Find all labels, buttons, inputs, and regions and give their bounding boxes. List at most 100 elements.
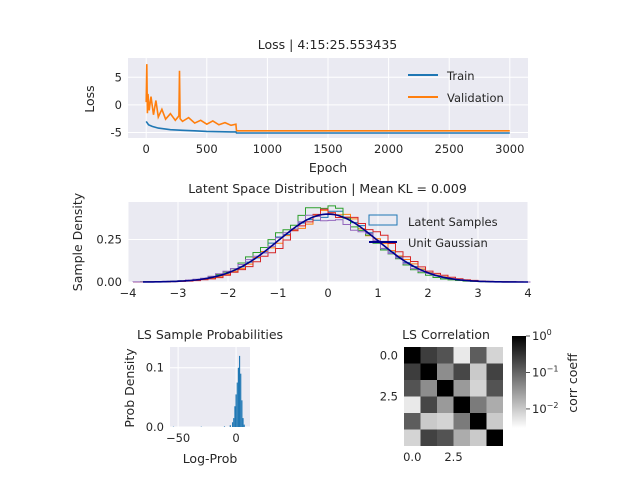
colorbar-label: corr coeff [565, 353, 580, 413]
colorbar [512, 336, 526, 428]
latent-x-tick-label: −3 [170, 286, 187, 300]
correlation-cell [404, 396, 421, 413]
sample-prob-bar [241, 400, 243, 427]
correlation-cell [486, 396, 503, 413]
correlation-cell [404, 413, 421, 430]
latent-x-tick-label: 2 [424, 286, 431, 300]
latent-x-tick-label: 4 [524, 286, 531, 300]
correlation-cell [486, 413, 503, 430]
sample-prob-y-tick-label: 0.0 [146, 420, 164, 434]
loss-y-tick-label: 0 [115, 98, 122, 112]
correlation-cell [453, 413, 470, 430]
sample-prob-bars [172, 355, 245, 427]
latent-y-tick-label: 0.25 [96, 232, 122, 246]
correlation-cell [470, 429, 487, 446]
legend-label-unit-gaussian: Unit Gaussian [408, 236, 488, 250]
correlation-x-tick-label: 2.5 [444, 450, 462, 464]
colorbar-tick-label: 100 [532, 328, 552, 343]
latent-x-ticks: −4 −3 −2 −1 0 1 2 3 4 [120, 286, 532, 300]
correlation-cell [437, 413, 454, 430]
loss-x-tick-label: 500 [196, 142, 218, 156]
correlation-cell [420, 363, 437, 380]
correlation-cell [404, 347, 421, 364]
loss-x-tick-label: 0 [143, 142, 150, 156]
correlation-cell [437, 396, 454, 413]
correlation-cell [453, 429, 470, 446]
sample-prob-bar [229, 425, 231, 427]
sample-prob-bar [242, 418, 244, 427]
sample-prob-bar [237, 367, 239, 427]
correlation-cell [404, 429, 421, 446]
latent-chart-title: Latent Space Distribution | Mean KL = 0.… [188, 181, 467, 196]
correlation-y-tick-label: 2.5 [380, 390, 398, 404]
sample-prob-x-label: Log-Prob [183, 451, 238, 466]
latent-x-tick-label: −1 [270, 286, 287, 300]
correlation-cell [437, 347, 454, 364]
sample-probabilities-chart: LS Sample Probabilities −50 0 0.0 0.1 Log-… [122, 327, 283, 466]
loss-x-tick-label: 2500 [435, 142, 464, 156]
loss-y-tick-label: -5 [111, 125, 122, 139]
loss-line-validation [145, 64, 510, 132]
sample-prob-bar [234, 406, 236, 427]
colorbar-tick-label: 10−2 [532, 401, 558, 416]
loss-gridlines [128, 58, 528, 138]
sample-prob-title: LS Sample Probabilities [137, 327, 283, 342]
loss-y-ticks: -5 0 5 [111, 70, 122, 139]
sample-prob-bar [223, 426, 226, 427]
legend-label-train: Train [446, 69, 475, 83]
correlation-cell [453, 363, 470, 380]
loss-x-tick-label: 1500 [313, 142, 342, 156]
loss-x-label: Epoch [309, 160, 347, 175]
sample-prob-x-tick-label: −50 [166, 431, 190, 445]
correlation-cell [420, 380, 437, 397]
sample-prob-bar [232, 422, 234, 427]
latent-x-tick-label: −4 [120, 286, 137, 300]
correlation-cell [486, 363, 503, 380]
latent-x-tick-label: −2 [220, 286, 237, 300]
latent-y-ticks: 0.00 0.25 [96, 232, 122, 289]
correlation-cell [420, 396, 437, 413]
unit-gaussian-curve [143, 213, 528, 283]
correlation-cell [437, 380, 454, 397]
correlation-cell [453, 347, 470, 364]
sample-prob-x-ticks: −50 0 [166, 431, 240, 445]
sample-prob-bar [238, 355, 241, 427]
correlation-cell [470, 347, 487, 364]
legend-label-validation: Validation [447, 91, 504, 105]
colorbar-tick-label: 10−1 [532, 364, 558, 379]
correlation-cell [420, 413, 437, 430]
correlation-cell [437, 429, 454, 446]
correlation-cell [420, 429, 437, 446]
loss-series [145, 64, 510, 134]
correlation-x-tick-label: 0.0 [403, 450, 421, 464]
correlation-y-tick-label: 0.0 [380, 348, 398, 362]
correlation-title: LS Correlation [402, 327, 490, 342]
sample-prob-bar [243, 424, 245, 427]
sample-prob-bar [236, 382, 238, 427]
latent-x-tick-label: 1 [374, 286, 381, 300]
correlation-y-ticks: 0.0 2.5 [380, 348, 398, 403]
loss-y-tick-label: 5 [115, 70, 122, 84]
sample-prob-bar [240, 373, 242, 427]
loss-x-tick-label: 1000 [253, 142, 282, 156]
correlation-cell [470, 363, 487, 380]
correlation-cell [404, 363, 421, 380]
legend-label-latent-samples: Latent Samples [408, 215, 498, 229]
correlation-cell [437, 363, 454, 380]
correlation-cell [486, 347, 503, 364]
sample-prob-y-label: Prob Density [122, 348, 137, 428]
loss-x-ticks: 0 500 1000 1500 2000 2500 3000 [143, 142, 525, 156]
legend-patch-latent-samples [368, 214, 398, 226]
loss-line-train [145, 120, 510, 134]
loss-legend: Train Validation [408, 69, 504, 105]
correlation-heatmap: LS Correlation 0.0 2.5 0.0 2.5 100 10−1 10−2… [380, 327, 580, 464]
correlation-cell [470, 380, 487, 397]
sample-prob-bar [235, 394, 237, 427]
latent-x-tick-label: 3 [474, 286, 481, 300]
loss-x-tick-label: 2000 [374, 142, 403, 156]
unit-gaussian-line [143, 213, 528, 283]
latent-distribution-chart: Latent Space Distribution | Mean KL = 0.… [70, 181, 532, 300]
latent-legend: Latent Samples Unit Gaussian [368, 214, 498, 250]
correlation-cell [470, 413, 487, 430]
sample-prob-y-tick-label: 0.1 [146, 361, 164, 375]
